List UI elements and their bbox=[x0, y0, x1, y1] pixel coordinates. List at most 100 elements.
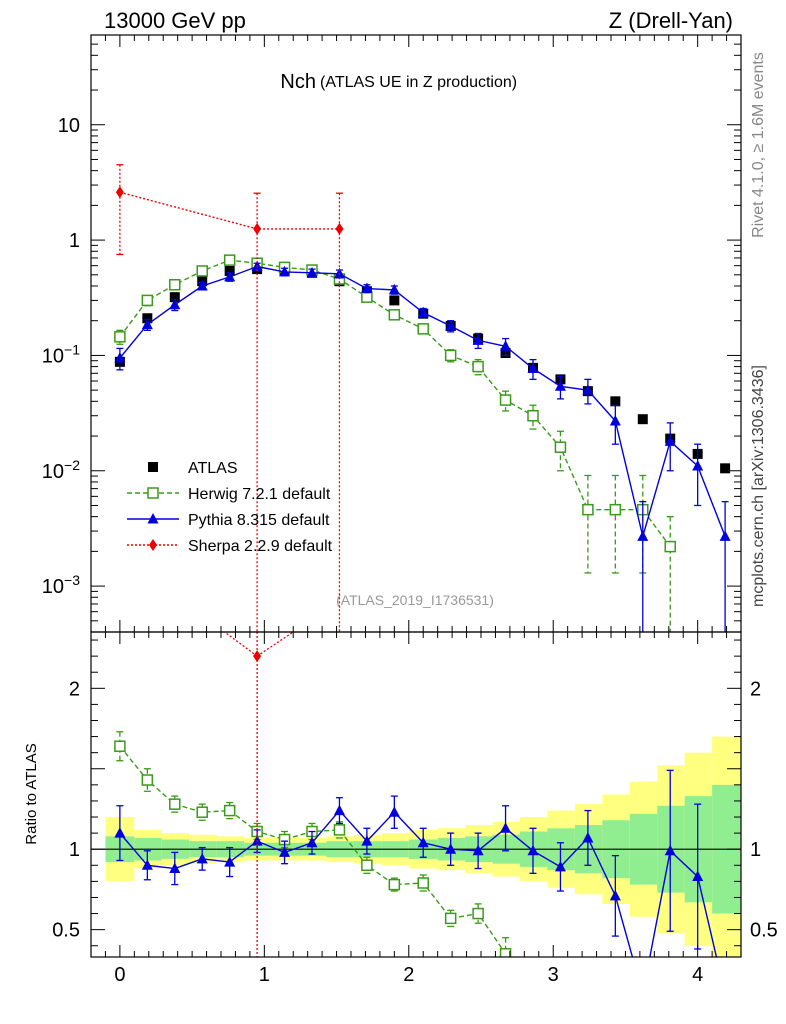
ratio-panel: 0 1 2 3 4 2 2 1 1 0.5 0.5 Ratio to ATLAS bbox=[23, 632, 778, 999]
herwig-point bbox=[527, 409, 539, 422]
y-tick-label: 10−2 bbox=[42, 457, 80, 483]
x-tick-label: 3 bbox=[548, 964, 559, 986]
pythia-point bbox=[224, 270, 236, 282]
ratio-ylabel: Ratio to ATLAS bbox=[23, 743, 40, 844]
x-tick-label: 4 bbox=[692, 964, 703, 986]
pythia-point bbox=[196, 279, 208, 291]
pythia-point bbox=[417, 306, 429, 318]
pythia-ratio-point bbox=[224, 856, 236, 867]
pythia-ratio-point bbox=[196, 852, 208, 864]
herwig-ratio-point bbox=[472, 907, 484, 920]
pythia-point bbox=[692, 459, 704, 471]
main-panel: Nch (ATLAS UE in Z production) (ATLAS_20… bbox=[42, 34, 742, 633]
herwig-point bbox=[141, 294, 154, 307]
ratio-y-tick-label: 1 bbox=[69, 839, 80, 861]
pythia-ratio-point bbox=[333, 804, 345, 816]
pythia-point bbox=[361, 282, 373, 294]
ratio-frame bbox=[90, 631, 742, 958]
ratio-y-tick-label: 0.5 bbox=[52, 920, 80, 942]
pythia-ratio-point bbox=[664, 844, 676, 856]
atlas-point bbox=[389, 295, 400, 306]
sherpa-point bbox=[253, 222, 262, 235]
pythia-point bbox=[472, 334, 484, 345]
pythia-ratio-point bbox=[554, 860, 566, 872]
mcplots-label: mcplots.cern.ch [arXiv:1306.3436] bbox=[750, 365, 767, 607]
ratio-y-tick-label-right: 0.5 bbox=[750, 920, 778, 942]
y-tick-label: 10−3 bbox=[42, 572, 80, 598]
pythia-point bbox=[664, 435, 676, 446]
sherpa-ratio-line bbox=[256, 632, 294, 657]
pythia-point bbox=[445, 319, 457, 331]
ratio-y-tick-label-right: 1 bbox=[750, 839, 761, 861]
legend-label-herwig: Herwig 7.2.1 default bbox=[188, 486, 331, 503]
pythia-point bbox=[609, 415, 621, 426]
herwig-point bbox=[388, 309, 401, 321]
legend-marker-atlas bbox=[148, 462, 158, 472]
herwig-point bbox=[361, 291, 373, 303]
pythia-ratio-point bbox=[445, 843, 457, 854]
pythia-point bbox=[141, 318, 153, 330]
atlas-point bbox=[637, 414, 648, 425]
legend-marker-herwig bbox=[147, 487, 159, 499]
atlas-point bbox=[610, 396, 621, 407]
pythia-point bbox=[554, 380, 566, 391]
herwig-ratio-point bbox=[444, 912, 457, 925]
herwig-ratio-point bbox=[417, 877, 429, 889]
herwig-ratio-point bbox=[361, 859, 373, 872]
y-tick-label: 10 bbox=[58, 115, 80, 137]
pythia-point bbox=[582, 384, 594, 395]
analysis-label: (ATLAS_2019_I1736531) bbox=[336, 592, 494, 608]
legend-label-atlas: ATLAS bbox=[188, 460, 238, 477]
legend-label-sherpa: Sherpa 2.2.9 default bbox=[188, 538, 333, 555]
legend: ATLAS Herwig 7.2.1 default Pythia 8.315 de… bbox=[127, 460, 333, 555]
herwig-point bbox=[554, 441, 567, 453]
atlas-point bbox=[169, 292, 180, 303]
pythia-ratio-point bbox=[637, 988, 648, 999]
legend-marker-sherpa bbox=[149, 539, 157, 551]
herwig-point bbox=[664, 540, 676, 553]
herwig-point bbox=[609, 503, 622, 516]
sherpa-line bbox=[119, 191, 340, 230]
pythia-point bbox=[169, 298, 181, 310]
ratio-y-tick-label-right: 2 bbox=[750, 678, 761, 700]
sherpa-point bbox=[335, 222, 344, 235]
pythia-ratio-point bbox=[388, 806, 400, 817]
pythia-point bbox=[527, 362, 539, 374]
chart-title: Nch bbox=[280, 71, 316, 93]
herwig-ratio-point bbox=[223, 804, 236, 817]
process-label: Z (Drell-Yan) bbox=[609, 8, 733, 33]
herwig-point bbox=[114, 331, 126, 343]
herwig-ratio-point bbox=[196, 806, 208, 818]
energy-label: 13000 GeV pp bbox=[104, 8, 246, 33]
pythia-ratio-point bbox=[609, 889, 621, 901]
herwig-point bbox=[169, 278, 181, 291]
pythia-ratio-point bbox=[527, 844, 539, 856]
herwig-ratio-point bbox=[141, 774, 154, 786]
sherpa-point bbox=[115, 186, 124, 199]
pythia-point bbox=[388, 283, 400, 295]
pythia-ratio-point bbox=[692, 870, 704, 882]
pythia-point bbox=[500, 340, 512, 351]
rivet-label: Rivet 4.1.0, ≥ 1.6M events bbox=[750, 52, 767, 238]
herwig-point bbox=[499, 394, 512, 406]
pythia-point bbox=[279, 265, 291, 277]
pythia-ratio-point bbox=[582, 831, 594, 843]
pythia-ratio-point bbox=[500, 822, 512, 833]
legend-label-pythia: Pythia 8.315 default bbox=[188, 512, 330, 529]
x-tick-label: 0 bbox=[114, 964, 125, 986]
atlas-point bbox=[720, 463, 731, 474]
x-tick-label: 1 bbox=[259, 964, 270, 986]
herwig-point bbox=[444, 349, 457, 362]
herwig-point bbox=[582, 503, 594, 516]
pythia-point bbox=[333, 267, 345, 279]
pythia-ratio-point bbox=[114, 827, 126, 838]
pythia-ratio-point bbox=[361, 835, 373, 846]
herwig-ratio-point bbox=[114, 740, 126, 752]
herwig-point bbox=[472, 360, 484, 373]
y-tick-label: 10−1 bbox=[42, 341, 80, 367]
pythia-ratio-point bbox=[306, 836, 318, 848]
legend-marker-pythia bbox=[147, 513, 159, 524]
pythia-point bbox=[306, 266, 318, 278]
y-tick-label: 1 bbox=[69, 230, 80, 252]
herwig-ratio-point bbox=[388, 878, 401, 891]
